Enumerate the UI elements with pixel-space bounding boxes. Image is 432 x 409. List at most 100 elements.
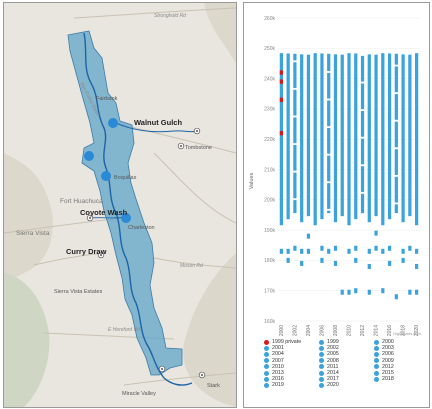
data-point[interactable] [300, 54, 304, 57]
data-point[interactable] [408, 150, 412, 153]
data-point[interactable] [394, 157, 398, 161]
data-point[interactable] [401, 192, 405, 195]
data-point[interactable] [387, 184, 392, 188]
data-point[interactable] [354, 93, 358, 97]
data-point[interactable] [300, 75, 304, 78]
data-point[interactable] [279, 180, 283, 183]
data-point[interactable] [374, 63, 378, 66]
data-point[interactable] [408, 101, 412, 104]
data-point[interactable] [367, 154, 371, 157]
data-point[interactable] [340, 82, 344, 85]
data-point[interactable] [320, 87, 324, 90]
data-point[interactable] [374, 122, 378, 125]
data-point[interactable] [401, 166, 405, 170]
data-point[interactable] [367, 75, 371, 78]
data-point[interactable] [279, 218, 283, 221]
data-point[interactable] [360, 121, 365, 125]
data-point[interactable] [279, 171, 283, 175]
data-point[interactable] [340, 160, 344, 164]
data-point[interactable] [300, 154, 304, 157]
data-point[interactable] [300, 217, 304, 221]
data-point[interactable] [347, 140, 351, 143]
data-point[interactable] [320, 83, 324, 86]
data-point[interactable] [327, 157, 331, 161]
data-point[interactable] [347, 169, 351, 173]
data-point-outlier[interactable] [381, 288, 385, 294]
data-point[interactable] [279, 68, 283, 71]
data-point[interactable] [360, 193, 365, 197]
data-point-outlier[interactable] [347, 248, 351, 254]
data-point[interactable] [374, 88, 378, 92]
data-point[interactable] [313, 165, 317, 168]
data-point[interactable] [327, 108, 331, 112]
data-point[interactable] [327, 195, 331, 199]
data-point[interactable] [408, 65, 412, 68]
data-point[interactable] [300, 209, 304, 212]
data-point[interactable] [279, 91, 283, 94]
data-point[interactable] [354, 121, 358, 124]
data-point[interactable] [279, 186, 283, 190]
data-point[interactable] [320, 134, 324, 137]
data-point[interactable] [340, 209, 344, 212]
data-point[interactable] [300, 219, 304, 223]
data-point[interactable] [401, 62, 405, 66]
data-point[interactable] [300, 158, 304, 161]
data-point[interactable] [320, 208, 324, 211]
data-point[interactable] [401, 88, 405, 91]
data-point[interactable] [327, 200, 331, 203]
data-point[interactable] [374, 131, 378, 134]
data-point[interactable] [320, 76, 324, 80]
data-point[interactable] [367, 207, 371, 210]
data-point-outlier[interactable] [306, 233, 311, 239]
data-point[interactable] [354, 59, 358, 63]
data-point[interactable] [387, 201, 392, 205]
data-point[interactable] [360, 170, 365, 173]
data-point[interactable] [374, 69, 378, 72]
data-point[interactable] [320, 212, 324, 215]
data-point[interactable] [347, 116, 351, 120]
data-point[interactable] [293, 174, 297, 178]
data-point[interactable] [354, 146, 358, 150]
data-point[interactable] [360, 113, 365, 116]
data-point[interactable] [300, 187, 304, 191]
data-point[interactable] [293, 108, 297, 112]
data-point[interactable] [340, 56, 344, 60]
data-point[interactable] [286, 187, 290, 190]
data-point[interactable] [381, 53, 385, 56]
data-point[interactable] [374, 181, 378, 185]
data-point[interactable] [374, 171, 378, 174]
data-point[interactable] [374, 75, 378, 79]
data-point[interactable] [415, 70, 419, 73]
data-point[interactable] [381, 207, 385, 211]
data-point[interactable] [408, 88, 412, 92]
data-point[interactable] [313, 148, 317, 152]
data-point[interactable] [381, 184, 385, 188]
data-point[interactable] [279, 65, 283, 69]
data-point[interactable] [367, 192, 371, 195]
data-point[interactable] [360, 153, 365, 156]
data-point[interactable] [333, 160, 338, 163]
data-point[interactable] [374, 67, 378, 70]
data-point[interactable] [313, 123, 317, 126]
data-point[interactable] [333, 120, 338, 123]
data-point[interactable] [360, 128, 365, 131]
data-point[interactable] [293, 151, 297, 154]
data-point[interactable] [374, 86, 378, 89]
data-point[interactable] [354, 208, 358, 211]
data-point[interactable] [394, 79, 398, 82]
data-point[interactable] [327, 140, 331, 144]
data-point-outlier[interactable] [401, 248, 405, 254]
data-point[interactable] [354, 182, 358, 186]
data-point[interactable] [360, 147, 365, 150]
data-point[interactable] [347, 104, 351, 107]
data-point-outlier[interactable] [286, 248, 290, 254]
data-point[interactable] [279, 93, 283, 96]
data-point[interactable] [394, 200, 398, 203]
data-point[interactable] [394, 83, 398, 86]
data-point[interactable] [300, 86, 304, 89]
data-point[interactable] [306, 201, 311, 204]
data-point[interactable] [320, 187, 324, 190]
data-point[interactable] [279, 57, 283, 60]
data-point[interactable] [347, 55, 351, 58]
data-point[interactable] [347, 101, 351, 105]
